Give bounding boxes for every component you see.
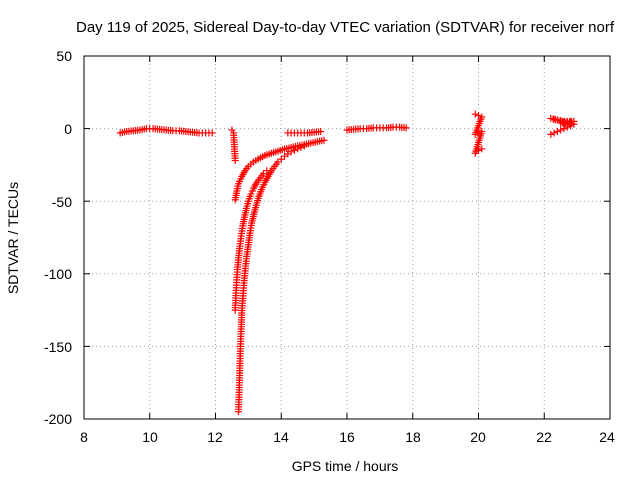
data-point [317, 128, 325, 136]
x-tick-label: 24 [599, 429, 615, 445]
x-axis-label: GPS time / hours [292, 458, 399, 474]
data-point [475, 112, 482, 120]
x-tick-label: 16 [339, 429, 355, 445]
y-tick-label: -100 [44, 266, 72, 282]
x-tick-label: 20 [470, 429, 486, 445]
data-point [287, 148, 295, 156]
data-point [475, 146, 482, 154]
data-point [263, 167, 271, 175]
y-tick-label: -200 [44, 411, 72, 427]
axis-ticks [83, 55, 611, 420]
data-point [231, 157, 239, 165]
data-point [550, 115, 558, 123]
data-point [300, 142, 308, 150]
data-point [320, 136, 328, 144]
chart-title: Day 119 of 2025, Sidereal Day-to-day VTE… [76, 19, 615, 36]
data-points [116, 110, 578, 416]
x-tick-label: 8 [80, 429, 88, 445]
y-tick-label: -150 [44, 339, 72, 355]
series-6 [343, 123, 410, 134]
series-1 [228, 126, 239, 165]
data-point [471, 110, 479, 118]
data-point [471, 130, 479, 138]
series-4 [231, 167, 271, 314]
grid-lines [84, 56, 610, 419]
data-point [550, 129, 558, 137]
series-2 [231, 136, 328, 204]
data-point [290, 146, 298, 154]
x-tick-label: 18 [405, 429, 421, 445]
series-3 [235, 142, 308, 416]
series-7 [471, 110, 486, 157]
data-point [402, 124, 410, 132]
data-point [557, 126, 565, 134]
data-point [553, 128, 561, 136]
x-tick-label: 10 [142, 429, 158, 445]
data-point [547, 114, 555, 122]
x-tick-label: 14 [273, 429, 289, 445]
y-axis-label: SDTVAR / TECUs [5, 182, 21, 294]
data-point [547, 130, 555, 138]
y-tick-label: -50 [52, 194, 72, 210]
data-point [560, 125, 568, 133]
data-point [563, 120, 571, 128]
data-point [478, 145, 486, 153]
series-0 [116, 125, 216, 137]
data-point [208, 129, 216, 137]
data-point [294, 145, 302, 153]
y-tick-label: 0 [64, 121, 72, 137]
data-point [297, 143, 305, 151]
series-5 [284, 128, 325, 137]
x-tick-label: 22 [536, 429, 552, 445]
x-tick-label: 12 [207, 429, 223, 445]
series-8 [547, 114, 578, 138]
y-tick-label: 50 [56, 48, 72, 64]
